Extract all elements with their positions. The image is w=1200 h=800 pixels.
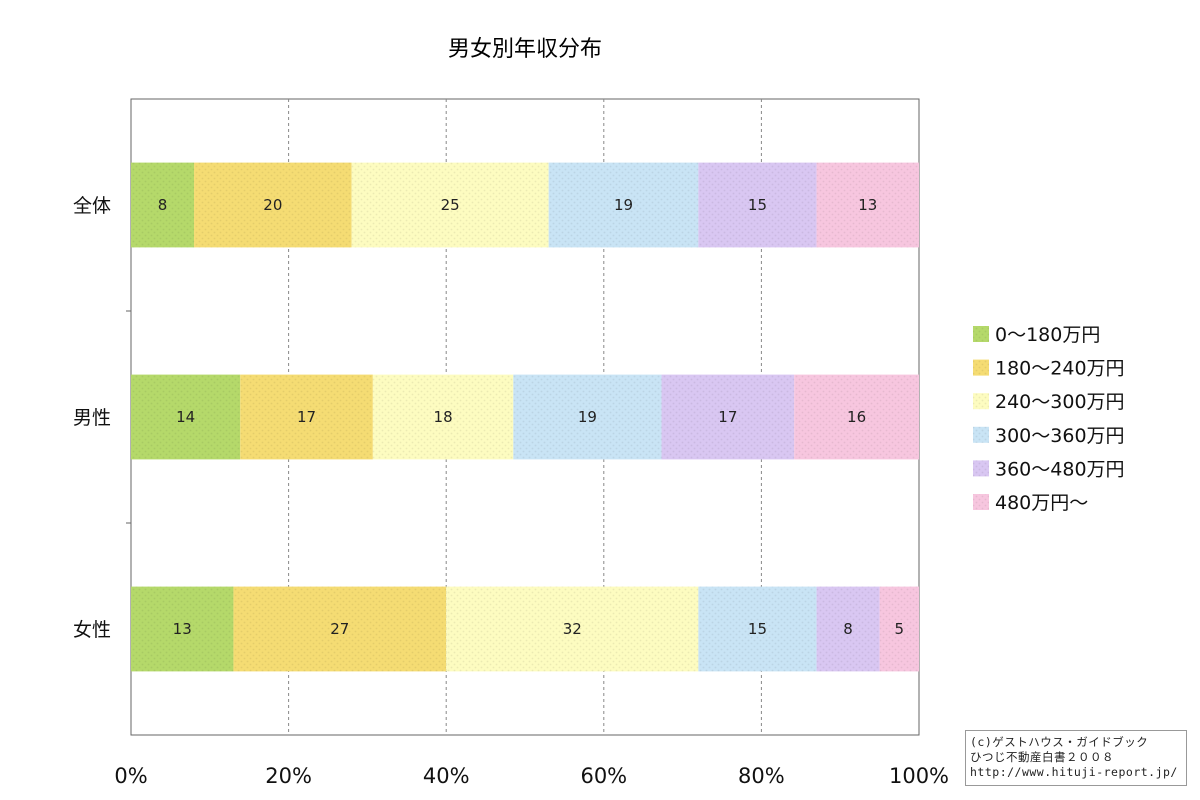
x-tick-label: 20%: [265, 764, 312, 788]
x-tick-label: 80%: [738, 764, 785, 788]
data-label: 25: [441, 196, 460, 214]
bar-segment-texture: [372, 374, 514, 460]
bar-segment-texture: [131, 586, 234, 672]
legend-swatch-texture: [973, 460, 989, 477]
data-label: 15: [748, 620, 767, 638]
bar-segment-texture: [816, 162, 919, 248]
data-labels-layer: 8 20 25 19 15 13 14 17 18 19 17 16 13 27 32 15 8 5: [158, 196, 904, 638]
bar-segment-texture: [446, 586, 699, 672]
data-label: 15: [748, 196, 767, 214]
bar-segment-texture: [548, 162, 699, 248]
legend-swatch-texture: [973, 494, 989, 510]
legend-swatch-texture: [973, 359, 989, 376]
x-tick-label: 0%: [114, 764, 147, 788]
bar-segment-texture: [698, 162, 817, 248]
data-label: 18: [434, 408, 453, 426]
data-label: 32: [563, 620, 582, 638]
credit-line-3: http://www.hituji-report.jp/: [970, 765, 1178, 779]
legend-label: 480万円〜: [995, 492, 1088, 514]
data-label: 8: [843, 620, 853, 638]
legend-label: 360〜480万円: [995, 458, 1125, 480]
chart-title: 男女別年収分布: [448, 37, 602, 62]
bar-segment-texture: [194, 162, 352, 248]
bar-segment-texture: [794, 374, 919, 460]
x-tick-label: 100%: [889, 764, 949, 788]
data-label: 19: [578, 408, 597, 426]
bar-segment-texture: [240, 374, 373, 460]
bars-layer: [131, 162, 919, 672]
bar-segment-texture: [513, 374, 662, 460]
data-label: 14: [176, 408, 195, 426]
legend-label: 300〜360万円: [995, 425, 1125, 447]
bar-segment-texture: [698, 586, 817, 672]
data-label: 19: [614, 196, 633, 214]
credit-line-1: (c)ゲストハウス・ガイドブック: [970, 735, 1149, 749]
legend-label: 0〜180万円: [995, 324, 1100, 346]
credit-line-2: ひつじ不動産白書２００８: [970, 750, 1114, 764]
legend-swatch-texture: [973, 426, 989, 443]
bar-segment-texture: [816, 586, 880, 672]
legend-swatch-texture: [973, 326, 989, 342]
bar-segment-texture: [661, 374, 795, 460]
bar-segment-texture: [233, 586, 447, 672]
legend-label: 240〜300万円: [995, 391, 1125, 413]
data-label: 20: [263, 196, 282, 214]
x-tick-label: 60%: [580, 764, 627, 788]
data-label: 5: [895, 620, 905, 638]
legend-swatch-texture: [973, 393, 989, 410]
data-label: 17: [297, 408, 316, 426]
data-label: 27: [330, 620, 349, 638]
legend: 0〜180万円 180〜240万円 240〜300万円 300〜360万円 360〜48…: [973, 324, 1125, 514]
data-label: 8: [158, 196, 168, 214]
legend-label: 180〜240万円: [995, 358, 1125, 380]
category-label: 女性: [73, 619, 111, 641]
bar-segment-texture: [879, 586, 919, 672]
data-label: 13: [858, 196, 877, 214]
x-tick-labels-layer: 0% 20% 40% 60% 80% 100%: [114, 764, 949, 788]
credit-box: (c)ゲストハウス・ガイドブック ひつじ不動産白書２００８ http://www…: [965, 730, 1187, 786]
category-label: 男性: [73, 407, 111, 429]
bar-segment-texture: [351, 162, 549, 248]
bar-segment-texture: [131, 162, 195, 248]
bar-segment-texture: [131, 374, 241, 460]
category-label: 全体: [73, 195, 111, 217]
data-label: 16: [847, 408, 866, 426]
data-label: 13: [173, 620, 192, 638]
x-tick-label: 40%: [423, 764, 470, 788]
data-label: 17: [718, 408, 737, 426]
